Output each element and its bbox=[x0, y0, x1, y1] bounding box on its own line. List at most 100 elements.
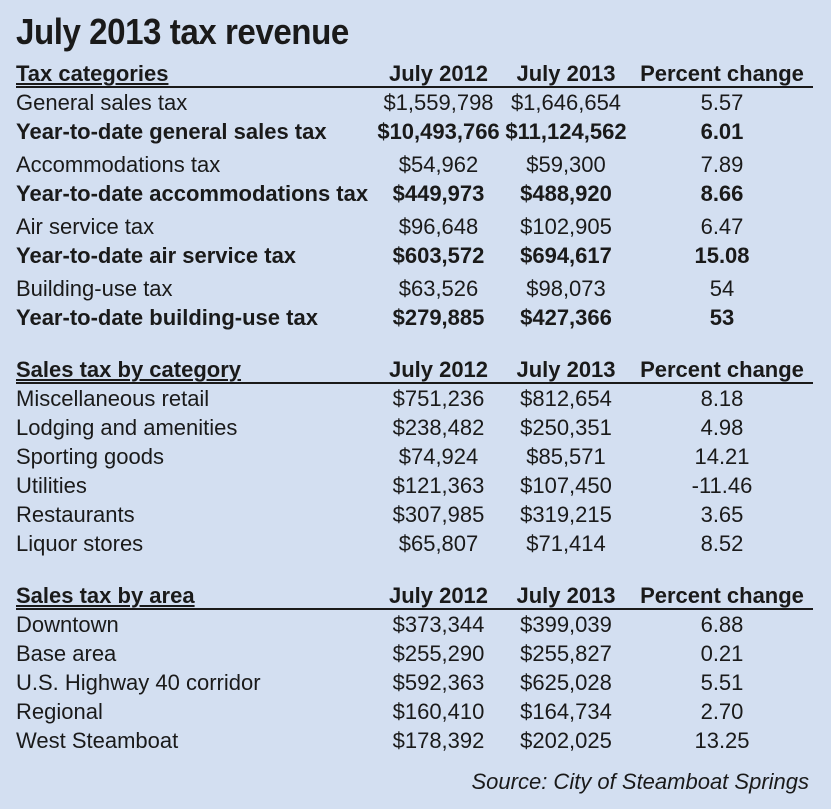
row-label: Restaurants bbox=[16, 502, 135, 527]
section-title: Tax categories bbox=[16, 61, 169, 86]
row-label: Year-to-date accommodations tax bbox=[16, 181, 369, 206]
row-label: Base area bbox=[16, 641, 117, 666]
value-july-2013: $1,646,654 bbox=[510, 90, 622, 115]
value-percent-change: 3.65 bbox=[700, 502, 744, 527]
row-label: U.S. Highway 40 corridor bbox=[16, 670, 261, 695]
row-label: Downtown bbox=[16, 612, 119, 637]
value-july-2012: $96,648 bbox=[398, 214, 479, 239]
table-row: Year-to-date building-use tax $279,885 $42… bbox=[16, 303, 813, 332]
table-section: Sales tax by area July 2012 July 2013 Perce… bbox=[16, 584, 813, 755]
table-row: Base area $255,290 $255,827 0.21 bbox=[16, 639, 813, 668]
section-header-row: Tax categories July 2012 July 2013 Percent … bbox=[16, 62, 813, 88]
table-section: Sales tax by category July 2012 July 2013 P… bbox=[16, 358, 813, 558]
value-percent-change: 7.89 bbox=[700, 152, 744, 177]
table-row: Year-to-date accommodations tax $449,973 $… bbox=[16, 179, 813, 208]
value-percent-change: 8.18 bbox=[700, 386, 744, 411]
value-july-2013: $11,124,562 bbox=[505, 119, 627, 144]
value-july-2012: $1,559,798 bbox=[383, 90, 494, 115]
table-section: Tax categories July 2012 July 2013 Percent … bbox=[16, 62, 813, 332]
row-label: Year-to-date general sales tax bbox=[16, 119, 327, 144]
value-percent-change: -11.46 bbox=[691, 473, 753, 498]
value-july-2012: $307,985 bbox=[392, 502, 485, 527]
table-row: Miscellaneous retail $751,236 $812,654 8.18 bbox=[16, 384, 813, 413]
table-row: Lodging and amenities $238,482 $250,351 4.9… bbox=[16, 413, 813, 442]
table-row: Regional $160,410 $164,734 2.70 bbox=[16, 697, 813, 726]
col-header-july-2013: July 2013 bbox=[516, 357, 616, 382]
table-title: July 2013 tax revenue bbox=[16, 11, 349, 52]
col-header-percent-change: Percent change bbox=[640, 61, 804, 86]
value-july-2013: $107,450 bbox=[520, 473, 612, 498]
row-label: Liquor stores bbox=[16, 531, 144, 556]
table-row: General sales tax $1,559,798 $1,646,654 5.5… bbox=[16, 88, 813, 117]
value-july-2013: $625,028 bbox=[520, 670, 612, 695]
value-july-2012: $160,410 bbox=[392, 699, 485, 724]
value-july-2012: $373,344 bbox=[392, 612, 485, 637]
value-july-2013: $399,039 bbox=[520, 612, 612, 637]
value-july-2013: $164,734 bbox=[520, 699, 612, 724]
source-note: Source: City of Steamboat Springs bbox=[471, 769, 810, 794]
value-july-2013: $202,025 bbox=[520, 728, 612, 753]
section-header-row: Sales tax by category July 2012 July 2013 P… bbox=[16, 358, 813, 384]
value-july-2012: $121,363 bbox=[392, 473, 485, 498]
value-percent-change: 54 bbox=[709, 276, 735, 301]
value-percent-change: 15.08 bbox=[694, 243, 750, 268]
row-label: Accommodations tax bbox=[16, 152, 221, 177]
value-july-2013: $59,300 bbox=[526, 152, 606, 177]
row-label: Year-to-date air service tax bbox=[16, 243, 297, 268]
row-label: Miscellaneous retail bbox=[16, 386, 210, 411]
value-percent-change: 8.66 bbox=[700, 181, 744, 206]
value-percent-change: 5.51 bbox=[700, 670, 744, 695]
value-july-2013: $98,073 bbox=[526, 276, 606, 301]
value-july-2013: $488,920 bbox=[520, 181, 612, 206]
row-label: General sales tax bbox=[16, 90, 188, 115]
table-row: Utilities $121,363 $107,450 -11.46 bbox=[16, 471, 813, 500]
value-july-2013: $319,215 bbox=[520, 502, 612, 527]
table-row: Accommodations tax $54,962 $59,300 7.89 bbox=[16, 150, 813, 179]
row-label: Air service tax bbox=[16, 214, 155, 239]
value-july-2012: $178,392 bbox=[392, 728, 485, 753]
value-july-2013: $812,654 bbox=[520, 386, 612, 411]
table-sections: Tax categories July 2012 July 2013 Percent … bbox=[16, 62, 813, 755]
value-july-2012: $65,807 bbox=[398, 531, 479, 556]
value-july-2012: $592,363 bbox=[392, 670, 485, 695]
row-label: Lodging and amenities bbox=[16, 415, 238, 440]
value-july-2012: $10,493,766 bbox=[377, 119, 500, 144]
col-header-july-2013: July 2013 bbox=[516, 61, 616, 86]
value-july-2012: $63,526 bbox=[398, 276, 479, 301]
value-july-2013: $255,827 bbox=[520, 641, 612, 666]
section-title: Sales tax by area bbox=[16, 583, 195, 608]
value-july-2012: $603,572 bbox=[392, 243, 485, 268]
value-percent-change: 4.98 bbox=[700, 415, 744, 440]
table-row: Downtown $373,344 $399,039 6.88 bbox=[16, 610, 813, 639]
value-percent-change: 0.21 bbox=[700, 641, 744, 666]
table-row: Liquor stores $65,807 $71,414 8.52 bbox=[16, 529, 813, 558]
table-row: U.S. Highway 40 corridor $592,363 $625,028… bbox=[16, 668, 813, 697]
table-row: Year-to-date air service tax $603,572 $694… bbox=[16, 241, 813, 270]
col-header-july-2012: July 2012 bbox=[388, 61, 489, 86]
value-july-2012: $751,236 bbox=[392, 386, 485, 411]
table-row: Sporting goods $74,924 $85,571 14.21 bbox=[16, 442, 813, 471]
value-july-2013: $427,366 bbox=[520, 305, 612, 330]
row-label: Building-use tax bbox=[16, 276, 173, 301]
value-july-2012: $279,885 bbox=[392, 305, 485, 330]
value-percent-change: 8.52 bbox=[700, 531, 744, 556]
value-percent-change: 6.01 bbox=[700, 119, 744, 144]
value-percent-change: 53 bbox=[709, 305, 735, 330]
col-header-percent-change: Percent change bbox=[640, 357, 804, 382]
value-july-2013: $694,617 bbox=[520, 243, 612, 268]
value-july-2012: $255,290 bbox=[392, 641, 485, 666]
value-july-2012: $74,924 bbox=[398, 444, 479, 469]
col-header-percent-change: Percent change bbox=[640, 583, 804, 608]
table-row: Building-use tax $63,526 $98,073 54 bbox=[16, 274, 813, 303]
value-july-2013: $71,414 bbox=[526, 531, 606, 556]
value-july-2012: $449,973 bbox=[392, 181, 485, 206]
value-july-2012: $238,482 bbox=[392, 415, 485, 440]
col-header-july-2012: July 2012 bbox=[388, 583, 489, 608]
section-title: Sales tax by category bbox=[16, 357, 242, 382]
table-row: Year-to-date general sales tax $10,493,76… bbox=[16, 117, 813, 146]
table-row: Restaurants $307,985 $319,215 3.65 bbox=[16, 500, 813, 529]
value-percent-change: 5.57 bbox=[700, 90, 744, 115]
row-label: Year-to-date building-use tax bbox=[16, 305, 318, 330]
row-label: Utilities bbox=[16, 473, 87, 498]
